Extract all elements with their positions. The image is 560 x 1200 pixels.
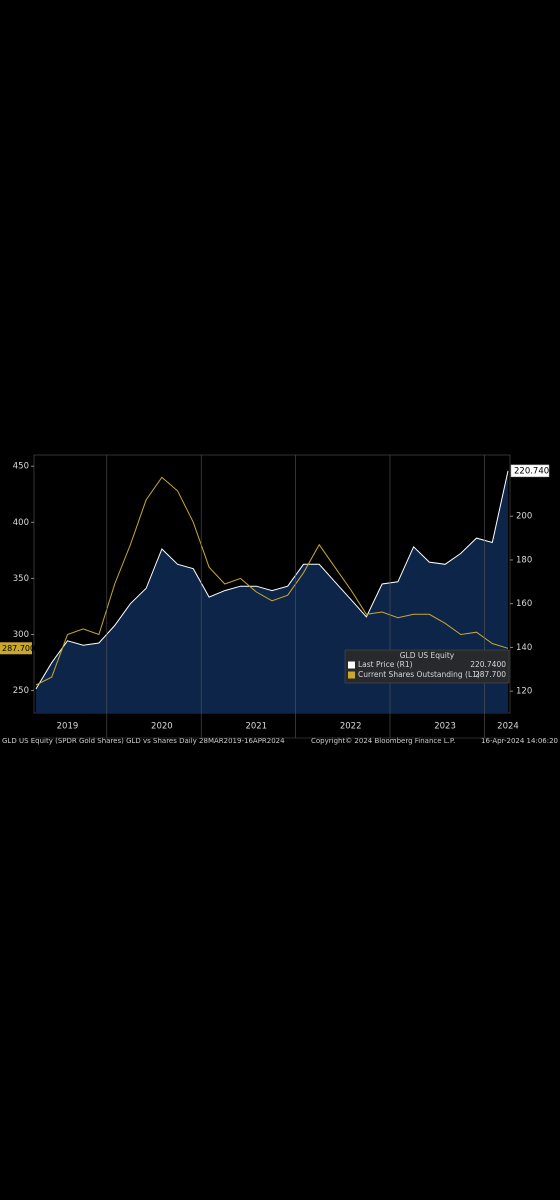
legend-label: Current Shares Outstanding (L1) — [358, 670, 480, 679]
last-value-tag — [510, 464, 550, 478]
y2-tick-label: 160 — [516, 599, 532, 609]
legend-title: GLD US Equity — [400, 651, 455, 660]
last-value-tag — [0, 642, 32, 655]
y-tick-label: 400 — [13, 518, 29, 528]
last-value-label: 287.700 — [2, 644, 35, 653]
y2-tick-label: 140 — [516, 643, 532, 653]
series-line — [35, 470, 509, 690]
x-tick-label: 2020 — [151, 722, 173, 732]
footer-center: Copyright© 2024 Bloomberg Finance L.P. — [311, 737, 455, 745]
x-tick-label: 2019 — [57, 722, 79, 732]
legend-value: 220.7400 — [470, 660, 506, 669]
y2-tick-label: 120 — [516, 687, 532, 697]
x-tick-label: 2021 — [245, 722, 267, 732]
legend-value: 287.700 — [475, 670, 506, 679]
x-tick-label: 2024 — [497, 722, 519, 732]
legend-box — [344, 649, 510, 684]
footer-right: 16-Apr-2024 14:06:20 — [481, 737, 558, 745]
footer-left: GLD US Equity (SPDR Gold Shares) GLD vs … — [2, 737, 285, 745]
x-tick-label: 2022 — [340, 722, 362, 732]
y-tick-label: 450 — [13, 462, 29, 472]
y-tick-label: 300 — [13, 630, 29, 640]
y-tick-label: 350 — [13, 574, 29, 584]
x-tick-label: 2023 — [434, 722, 456, 732]
series-line — [35, 476, 509, 686]
y2-tick-label: 200 — [516, 512, 532, 522]
legend-label: Last Price (R1) — [358, 660, 413, 669]
y2-tick-label: 180 — [516, 555, 532, 565]
legend-swatch — [348, 671, 355, 679]
last-value-label: 220.7400 — [514, 466, 555, 476]
y-tick-label: 250 — [13, 686, 29, 696]
legend-swatch — [348, 661, 355, 669]
